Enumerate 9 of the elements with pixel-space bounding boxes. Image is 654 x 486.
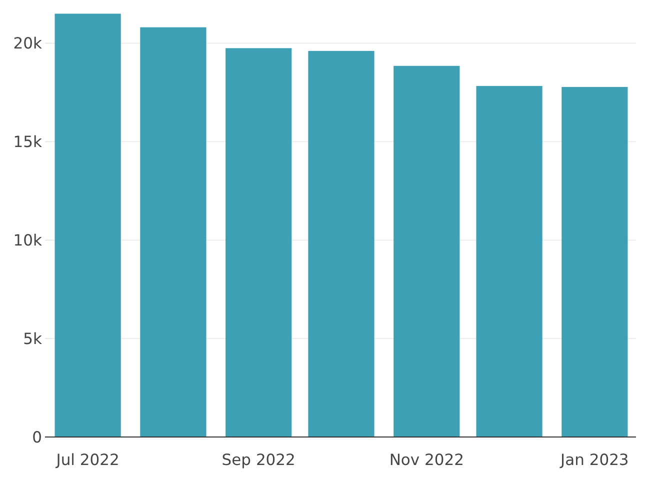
x-tick-label: Nov 2022 <box>389 451 464 469</box>
y-tick-label: 5k <box>23 330 42 348</box>
y-tick-label: 0 <box>32 428 42 446</box>
y-tick-label: 15k <box>13 133 42 152</box>
x-tick-label: Sep 2022 <box>222 451 296 469</box>
y-tick-label: 10k <box>13 232 42 250</box>
x-tick-label: Jan 2023 <box>560 451 629 469</box>
x-tick-label: Jul 2022 <box>55 451 120 469</box>
y-tick-label: 20k <box>13 34 42 53</box>
